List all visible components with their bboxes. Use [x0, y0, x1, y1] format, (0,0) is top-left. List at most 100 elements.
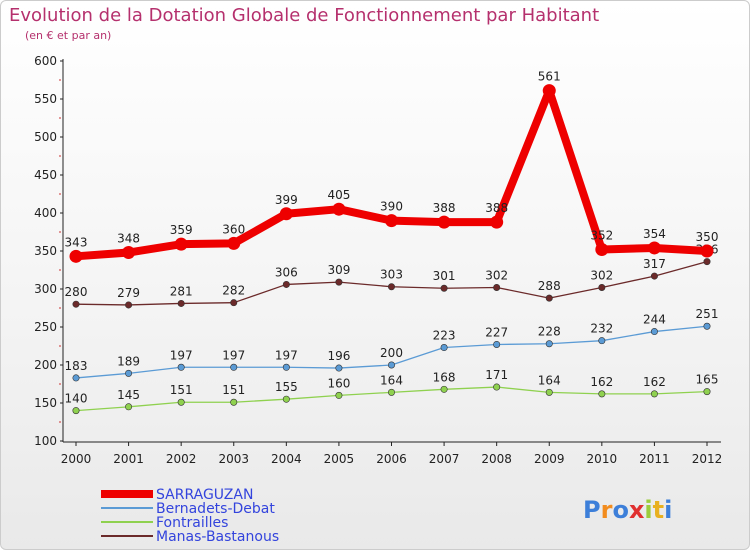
data-label: 162 [643, 375, 666, 389]
y-tick-label: 350 [34, 244, 57, 258]
data-label: 151 [222, 383, 245, 397]
data-label: 227 [485, 325, 508, 339]
data-point [441, 285, 447, 291]
data-label: 350 [696, 230, 719, 244]
data-point [493, 341, 499, 347]
data-point [388, 389, 394, 395]
y-tick-label: 100 [34, 434, 57, 448]
x-tick-label: 2006 [376, 452, 407, 466]
data-label: 223 [433, 329, 456, 343]
logo-letter: i [644, 496, 652, 524]
data-point [441, 344, 447, 350]
data-label: 228 [538, 325, 561, 339]
data-point [73, 375, 79, 381]
data-label: 164 [380, 373, 403, 387]
data-point [546, 341, 552, 347]
data-point [595, 243, 608, 256]
data-label: 171 [485, 368, 508, 382]
x-tick-label: 2005 [324, 452, 355, 466]
data-label: 288 [538, 279, 561, 293]
x-tick-label: 2004 [271, 452, 302, 466]
series-bernadets-debat: 183 189 197 197 197 196 200 223 227 228 232 244 251 [65, 307, 719, 381]
data-point [336, 365, 342, 371]
data-label: 164 [538, 373, 561, 387]
data-point [651, 328, 657, 334]
y-tick-label: 250 [34, 320, 57, 334]
data-point [599, 337, 605, 343]
data-point [283, 281, 289, 287]
data-label: 301 [433, 269, 456, 283]
x-tick-label: 2009 [534, 452, 565, 466]
data-point [701, 245, 714, 258]
data-label: 388 [485, 201, 508, 215]
data-point [178, 300, 184, 306]
data-point [385, 214, 398, 227]
data-point [336, 392, 342, 398]
data-point [388, 362, 394, 368]
data-label: 189 [117, 354, 140, 368]
data-point [280, 207, 293, 220]
y-tick-label: 500 [34, 130, 57, 144]
data-label: 140 [65, 392, 88, 406]
data-label: 160 [327, 376, 350, 390]
data-label: 317 [643, 257, 666, 271]
data-point [175, 238, 188, 251]
x-tick-label: 2001 [113, 452, 144, 466]
data-point [388, 284, 394, 290]
legend-label: Manas-Bastanous [156, 529, 279, 545]
data-label: 302 [590, 268, 613, 282]
data-point [546, 389, 552, 395]
y-tick-label: 450 [34, 168, 57, 182]
x-tick-label: 2003 [218, 452, 249, 466]
data-point [651, 273, 657, 279]
data-point [227, 237, 240, 250]
logo-letter: x [629, 496, 645, 524]
y-tick-label: 150 [34, 396, 57, 410]
data-label: 145 [117, 388, 140, 402]
data-point [543, 84, 556, 97]
y-tick-label: 300 [34, 282, 57, 296]
data-label: 244 [643, 313, 666, 327]
data-label: 281 [170, 284, 193, 298]
logo-letter: i [664, 496, 672, 524]
data-label: 399 [275, 193, 298, 207]
data-point [438, 216, 451, 229]
data-point [493, 384, 499, 390]
data-point [704, 323, 710, 329]
series-fontrailles: 140 145 151 151 155 160 164 168 171 164 162 162 165 [65, 368, 719, 414]
data-point [441, 386, 447, 392]
data-label: 309 [327, 263, 350, 277]
data-point [283, 396, 289, 402]
data-point [704, 388, 710, 394]
x-tick-label: 2008 [481, 452, 512, 466]
data-point [73, 407, 79, 413]
data-label: 251 [696, 307, 719, 321]
data-label: 303 [380, 268, 403, 282]
x-tick-label: 2011 [639, 452, 670, 466]
proxiti-logo: Proxiti [583, 496, 672, 524]
data-label: 359 [170, 223, 193, 237]
series-sarraguzan: 343 348359 360399 405390 388 388561352 354 350 [65, 70, 719, 263]
data-label: 282 [222, 284, 245, 298]
x-tick-label: 2000 [61, 452, 92, 466]
data-label: 155 [275, 380, 298, 394]
y-tick-label: 550 [34, 92, 57, 106]
x-tick-label: 2002 [166, 452, 197, 466]
data-label: 197 [275, 348, 298, 362]
data-label: 279 [117, 286, 140, 300]
x-tick-label: 2010 [587, 452, 618, 466]
data-label: 183 [65, 359, 88, 373]
data-label: 200 [380, 346, 403, 360]
logo-letter: P [583, 496, 601, 524]
data-point [125, 302, 131, 308]
y-tick-label: 600 [34, 54, 57, 68]
y-tick-label: 400 [34, 206, 57, 220]
data-point [122, 246, 135, 259]
chart-frame: Evolution de la Dotation Globale de Fonc… [0, 0, 750, 550]
x-tick-label: 2007 [429, 452, 460, 466]
data-label: 197 [222, 348, 245, 362]
data-label: 388 [433, 201, 456, 215]
logo-letter: t [653, 496, 664, 524]
data-label: 151 [170, 383, 193, 397]
data-point [70, 250, 83, 263]
